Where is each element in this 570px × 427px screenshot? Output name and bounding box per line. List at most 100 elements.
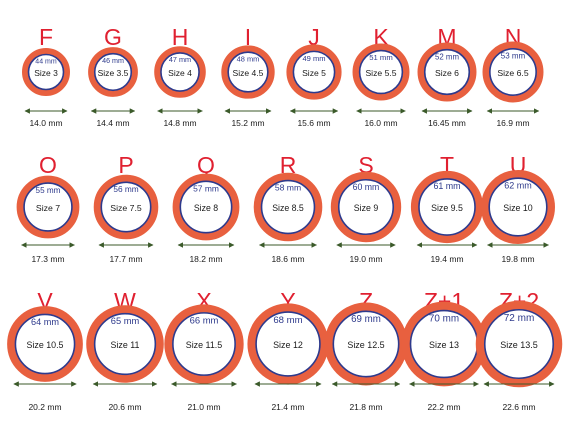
diameter-label: 21.4 mm	[271, 402, 304, 412]
ring-letter: P	[118, 152, 133, 178]
ring-inner-circle	[332, 310, 400, 378]
ring-circumference: 72 mm	[504, 313, 535, 324]
diameter-label: 18.2 mm	[189, 254, 222, 264]
ring-letter: I	[245, 24, 251, 50]
ring-inner-circle	[172, 312, 236, 376]
ring-letter: K	[373, 24, 389, 50]
diameter-label: 19.8 mm	[501, 254, 534, 264]
ring-inner-circle	[418, 178, 476, 236]
ring-size-label: Size 13.5	[500, 340, 538, 350]
ring-inner-circle	[27, 53, 65, 91]
ring-size-label: Size 6.5	[497, 68, 528, 78]
diameter-label: 14.8 mm	[163, 118, 196, 128]
diameter-label: 16.45 mm	[428, 118, 466, 128]
ring-size-label: Size 5.5	[365, 68, 396, 78]
ring-size-label: Size 10.5	[27, 340, 64, 350]
ring-circumference: 56 mm	[113, 184, 138, 194]
ring-circumference: 48 mm	[237, 54, 260, 63]
diameter-label: 17.7 mm	[109, 254, 142, 264]
ring-circumference: 57 mm	[193, 183, 219, 193]
ring-item-g: G 46 mm Size 3.5 14.4 mm	[88, 24, 138, 128]
ring-item-s: S 60 mm Size 9 19.0 mm	[330, 152, 402, 264]
diameter-label: 14.0 mm	[29, 118, 62, 128]
ring-circumference: 69 mm	[351, 314, 381, 325]
ring-size-label: Size 4	[168, 68, 192, 78]
ring-size-label: Size 9.5	[431, 203, 463, 213]
ring-size-label: Size 7	[36, 203, 60, 213]
ring-inner-circle	[337, 178, 395, 236]
ring-circumference: 53 mm	[501, 52, 526, 61]
ring-item-i: I 48 mm Size 4.5 15.2 mm	[221, 24, 275, 128]
ring-letter: H	[172, 24, 189, 50]
diameter-label: 16.9 mm	[496, 118, 529, 128]
ring-inner-circle	[23, 182, 73, 232]
ring-inner-circle	[179, 180, 233, 234]
ring-item-j: J 49 mm Size 5 15.6 mm	[286, 24, 342, 128]
ring-circumference: 58 mm	[275, 183, 301, 193]
ring-circumference: 55 mm	[36, 186, 61, 195]
diameter-label: 15.6 mm	[297, 118, 330, 128]
ring-inner-circle	[255, 311, 321, 377]
ring-letter: S	[358, 152, 373, 178]
diameter-label: 17.3 mm	[31, 254, 64, 264]
diameter-label: 14.4 mm	[96, 118, 129, 128]
ring-size-label: Size 10	[503, 203, 533, 213]
ring-letter: J	[308, 24, 320, 50]
ring-item-r: R 58 mm Size 8.5 18.6 mm	[253, 152, 323, 264]
ring-circumference: 44 mm	[35, 59, 57, 66]
diameter-label: 19.0 mm	[349, 254, 382, 264]
ring-circumference: 49 mm	[302, 54, 325, 63]
ring-inner-circle	[358, 49, 404, 95]
ring-circumference: 61 mm	[433, 181, 460, 191]
ring-inner-circle	[14, 313, 76, 375]
ring-circumference: 52 mm	[435, 52, 459, 61]
diameter-label: 20.2 mm	[28, 402, 61, 412]
ring-circumference: 46 mm	[102, 57, 124, 65]
ring-size-label: Size 9	[354, 203, 379, 213]
diameter-label: 15.2 mm	[231, 118, 264, 128]
diameter-label: 21.8 mm	[349, 402, 382, 412]
diameter-label: 22.6 mm	[502, 402, 535, 412]
ring-circumference: 68 mm	[273, 315, 302, 326]
ring-size-label: Size 8	[194, 203, 218, 213]
ring-circumference: 64 mm	[31, 317, 59, 327]
ring-letter: F	[39, 24, 53, 50]
ring-inner-circle	[292, 50, 336, 94]
ring-item-o: O 55 mm Size 7 17.3 mm	[16, 152, 80, 264]
ring-item-k: K 51 mm Size 5.5 16.0 mm	[352, 24, 410, 128]
ring-item-q: Q 57 mm Size 8 18.2 mm	[172, 152, 240, 264]
diameter-label: 16.0 mm	[364, 118, 397, 128]
ring-size-label: Size 5	[302, 68, 326, 78]
ring-size-label: Size 3.5	[98, 68, 129, 78]
ring-inner-circle	[483, 308, 555, 380]
ring-inner-circle	[160, 52, 200, 92]
ring-inner-circle	[489, 48, 537, 96]
ring-size-label: Size 12	[273, 340, 303, 350]
ring-circumference: 47 mm	[169, 55, 191, 64]
ring-letter: G	[104, 24, 122, 50]
ring-size-label: Size 6	[435, 68, 459, 78]
ring-inner-circle	[93, 312, 157, 376]
diameter-label: 18.6 mm	[271, 254, 304, 264]
ring-inner-circle	[488, 177, 548, 237]
ring-item-h: H 47 mm Size 4 14.8 mm	[154, 24, 206, 128]
ring-size-label: Size 11	[111, 340, 140, 350]
ring-letter: O	[39, 152, 57, 178]
ring-item-f: F 44 mm Size 3 14.0 mm	[22, 24, 70, 128]
ring-inner-circle	[93, 52, 133, 92]
ring-size-label: Size 3	[34, 68, 58, 78]
ring-inner-circle	[423, 48, 471, 96]
diameter-label: 22.2 mm	[427, 402, 460, 412]
